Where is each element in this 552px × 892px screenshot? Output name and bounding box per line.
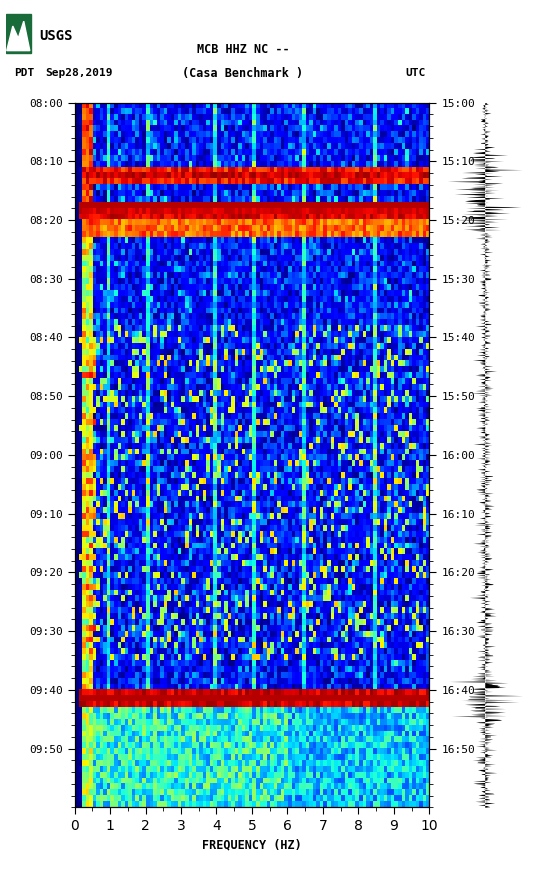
Text: PDT: PDT [14, 68, 34, 78]
Text: (Casa Benchmark ): (Casa Benchmark ) [182, 67, 304, 79]
Polygon shape [7, 21, 30, 51]
Text: Sep28,2019: Sep28,2019 [45, 68, 113, 78]
Text: UTC: UTC [406, 68, 426, 78]
Bar [6, 14, 31, 54]
Text: USGS: USGS [39, 29, 72, 43]
Text: MCB HHZ NC --: MCB HHZ NC -- [197, 43, 289, 55]
X-axis label: FREQUENCY (HZ): FREQUENCY (HZ) [202, 838, 302, 852]
